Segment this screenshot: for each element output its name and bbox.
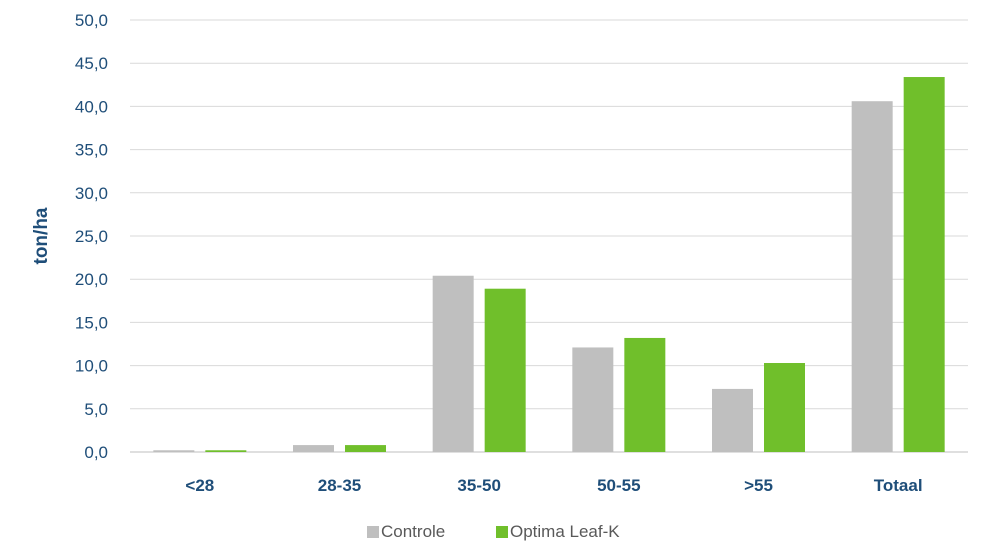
legend-swatch bbox=[367, 526, 379, 538]
legend-label: Controle bbox=[381, 522, 445, 541]
y-tick-label: 15,0 bbox=[75, 313, 108, 332]
gridlines bbox=[130, 19, 968, 453]
legend-swatch bbox=[496, 526, 508, 538]
x-category-label: Totaal bbox=[874, 476, 923, 495]
y-tick-label: 10,0 bbox=[75, 357, 108, 376]
x-category-label: 35-50 bbox=[457, 476, 500, 495]
bar-controle bbox=[153, 450, 195, 452]
x-category-label: 28-35 bbox=[318, 476, 361, 495]
x-category-label: >55 bbox=[744, 476, 773, 495]
bar-controle bbox=[432, 275, 474, 452]
y-tick-label: 50,0 bbox=[75, 11, 108, 30]
bars bbox=[153, 77, 945, 453]
y-tick-label: 5,0 bbox=[84, 400, 108, 419]
y-tick-label: 35,0 bbox=[75, 141, 108, 160]
y-tick-label: 45,0 bbox=[75, 54, 108, 73]
y-axis-title: ton/ha bbox=[31, 207, 52, 264]
bar-optima-leaf-k bbox=[624, 337, 666, 452]
bar-optima-leaf-k bbox=[345, 445, 386, 452]
bar-optima-leaf-k bbox=[903, 77, 945, 453]
bar-optima-leaf-k bbox=[764, 363, 805, 452]
y-tick-label: 30,0 bbox=[75, 184, 108, 203]
y-axis-ticks: 0,0 5,0 10,0 15,0 20,0 25,0 30,0 35,0 40,0 45,0 50… bbox=[75, 11, 108, 462]
y-tick-label: 25,0 bbox=[75, 227, 108, 246]
y-tick-label: 0,0 bbox=[84, 443, 108, 462]
bar-controle bbox=[712, 388, 753, 452]
legend-label: Optima Leaf-K bbox=[510, 522, 620, 541]
bar-optima-leaf-k bbox=[484, 288, 526, 452]
legend: Controle Optima Leaf-K bbox=[367, 522, 620, 541]
x-category-label: 50-55 bbox=[597, 476, 640, 495]
y-tick-label: 20,0 bbox=[75, 270, 108, 289]
bar-controle bbox=[851, 101, 893, 452]
bar-optima-leaf-k bbox=[205, 450, 247, 452]
bar-controle bbox=[293, 445, 334, 452]
x-category-label: <28 bbox=[185, 476, 214, 495]
y-tick-label: 40,0 bbox=[75, 97, 108, 116]
x-axis-categories: <28 28-35 35-50 50-55 >55 Totaal bbox=[185, 476, 922, 495]
bar-controle bbox=[572, 347, 614, 452]
